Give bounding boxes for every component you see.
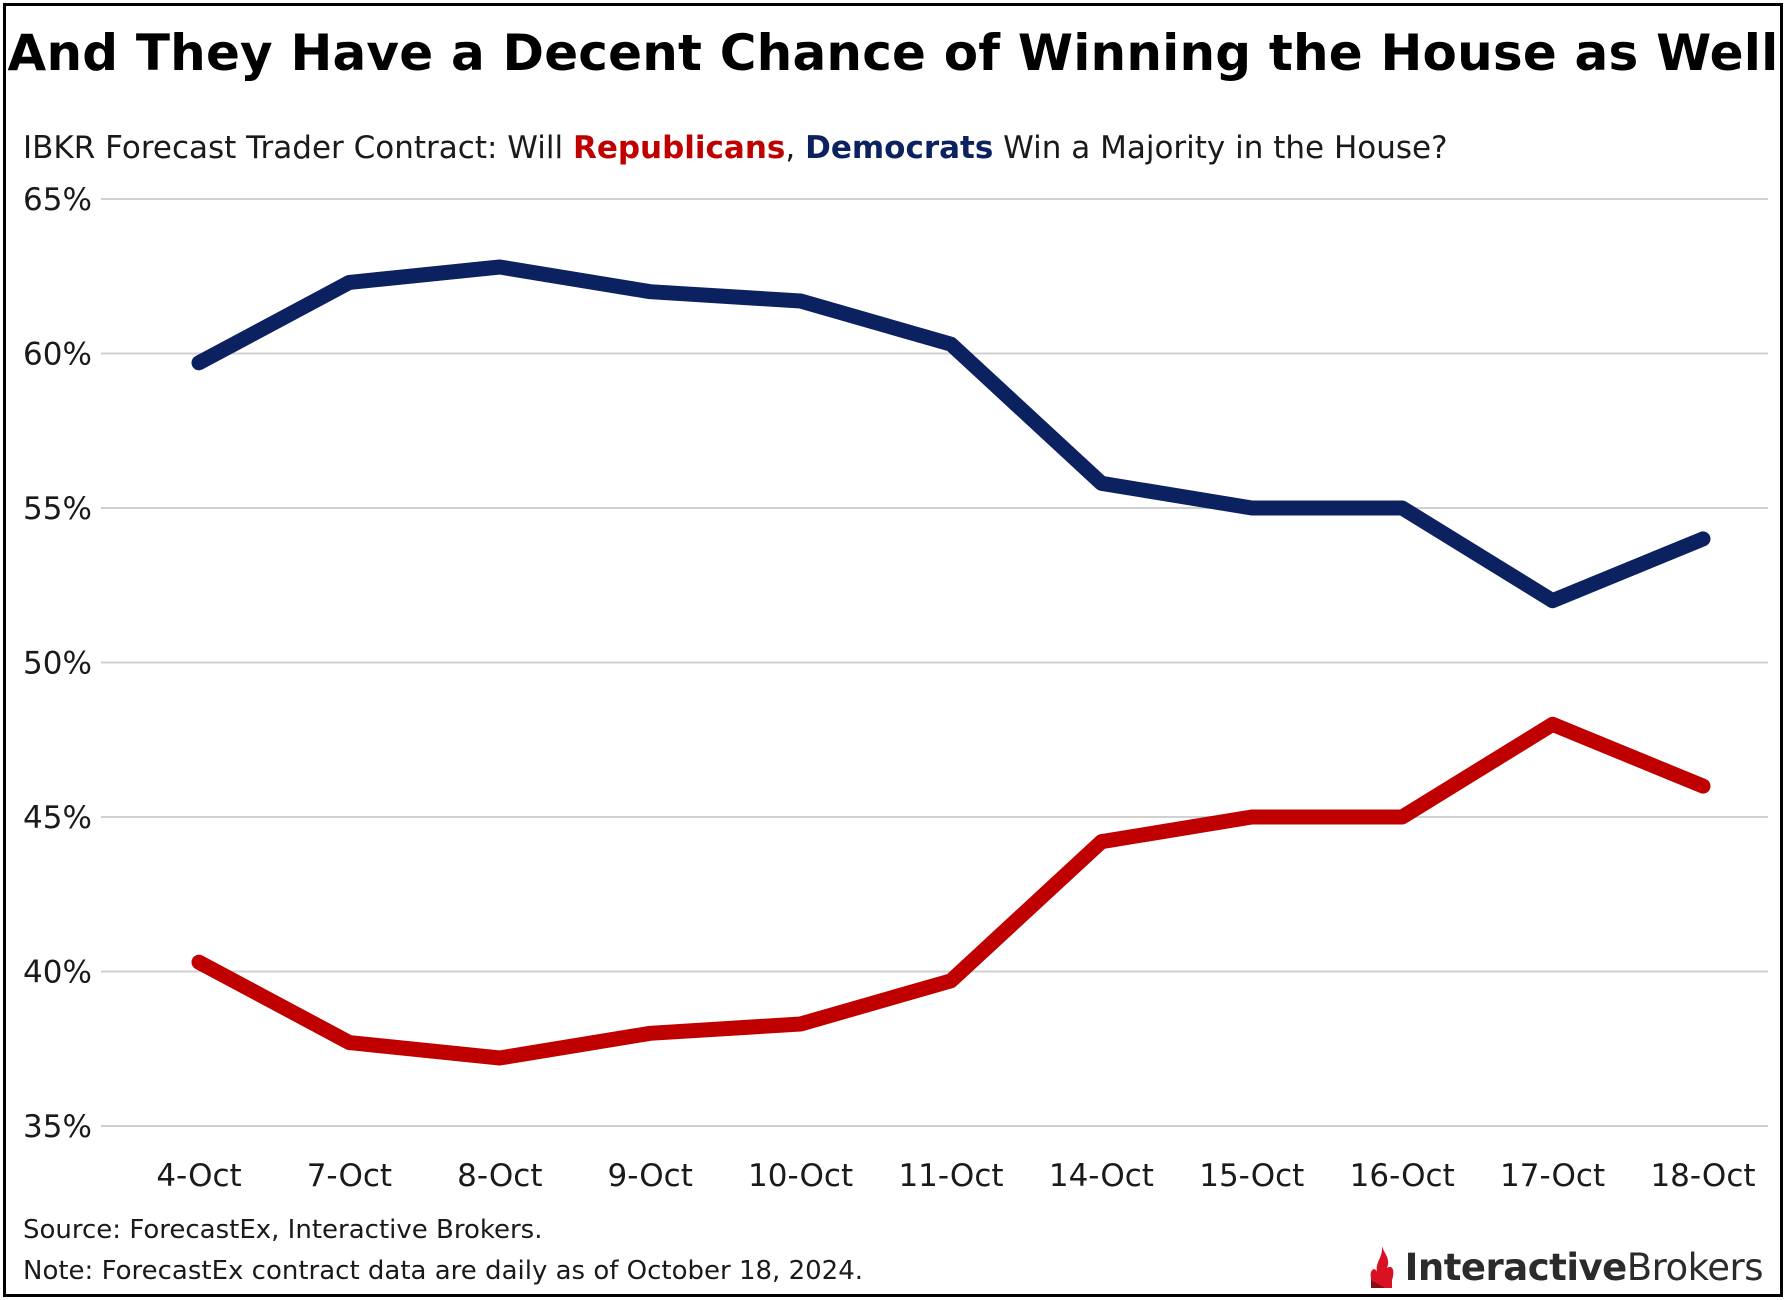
series-lines xyxy=(191,259,1711,1066)
chart-frame: And They Have a Decent Chance of Winning… xyxy=(3,3,1783,1297)
x-tick-label: 7-Oct xyxy=(307,1158,392,1194)
republicans-data-point xyxy=(496,1055,503,1062)
x-tick-label: 17-Oct xyxy=(1500,1158,1605,1194)
republicans-data-point xyxy=(647,1030,654,1037)
source-note: Source: ForecastEx, Interactive Brokers. xyxy=(23,1215,543,1245)
x-tick-label: 8-Oct xyxy=(457,1158,542,1194)
republicans-data-point xyxy=(346,1039,353,1046)
gridlines xyxy=(101,198,1768,1127)
logo-text-interactive: Interactive xyxy=(1404,1245,1628,1289)
subtitle-comma: , xyxy=(785,130,806,166)
republicans-data-point xyxy=(196,959,202,966)
chart-title: And They Have a Decent Chance of Winning… xyxy=(7,24,1779,82)
democrats-data-point xyxy=(346,279,353,286)
subtitle-democrats: Democrats xyxy=(805,130,994,166)
x-tick-label: 15-Oct xyxy=(1199,1158,1304,1194)
democrats-series-line xyxy=(191,259,1711,609)
democrats-data-point xyxy=(647,288,654,295)
subtitle-prefix: IBKR Forecast Trader Contract: Will xyxy=(23,130,573,166)
subtitle-republicans: Republicans xyxy=(572,130,786,166)
y-tick-label: 60% xyxy=(23,337,92,373)
republicans-data-point xyxy=(948,977,954,984)
chart-subtitle: IBKR Forecast Trader Contract: Will Repu… xyxy=(23,130,1448,166)
x-tick-label: 14-Oct xyxy=(1049,1158,1154,1194)
democrats-data-point xyxy=(1549,597,1556,604)
y-tick-label: 40% xyxy=(23,955,92,991)
y-tick-label: 65% xyxy=(23,182,92,218)
democrats-data-point xyxy=(196,359,202,366)
logo-text-brokers: Brokers xyxy=(1626,1245,1764,1289)
data-note: Note: ForecastEx contract data are daily… xyxy=(23,1256,864,1286)
y-tick-label: 45% xyxy=(23,800,92,836)
democrats-data-point xyxy=(797,297,804,304)
republicans-data-point xyxy=(1248,814,1255,820)
x-tick-label: 11-Oct xyxy=(898,1158,1003,1194)
democrats-data-point xyxy=(496,263,503,270)
y-tick-label: 55% xyxy=(23,491,92,527)
republicans-data-point xyxy=(797,1021,804,1028)
republicans-data-point xyxy=(1098,838,1105,845)
democrats-data-point xyxy=(1248,505,1255,511)
republicans-data-point xyxy=(1549,721,1556,728)
interactive-brokers-logo: InteractiveBrokers xyxy=(1365,1242,1764,1292)
x-axis-tick-labels: 4-Oct 7-Oct 8-Oct 9-Oct 10-Oct 11-Oct 14-Oct 15… xyxy=(156,1158,1755,1194)
democrats-data-point xyxy=(1098,480,1105,487)
republicans-data-point xyxy=(1399,814,1406,820)
y-axis-tick-labels: 35% 40% 45% 50% 55% 60% 65% xyxy=(23,182,92,1145)
x-tick-label: 4-Oct xyxy=(156,1158,241,1194)
x-tick-label: 16-Oct xyxy=(1350,1158,1455,1194)
x-tick-label: 18-Oct xyxy=(1650,1158,1755,1194)
y-tick-label: 35% xyxy=(23,1109,92,1145)
x-tick-label: 9-Oct xyxy=(608,1158,693,1194)
republicans-series-line xyxy=(191,716,1711,1066)
y-tick-label: 50% xyxy=(23,646,92,682)
line-chart: 35% 40% 45% 50% 55% 60% 65% 4-Oct 7-Oct 8-Oct 9-O… xyxy=(23,182,1768,1194)
subtitle-suffix: Win a Majority in the House? xyxy=(993,130,1448,166)
x-tick-label: 10-Oct xyxy=(748,1158,853,1194)
democrats-data-point xyxy=(1399,505,1406,511)
republicans-data-point xyxy=(1700,783,1706,790)
interactive-brokers-flame-icon xyxy=(1370,1246,1393,1288)
logo-text: InteractiveBrokers xyxy=(1404,1245,1764,1289)
democrats-data-point xyxy=(948,341,954,348)
democrats-data-point xyxy=(1700,535,1706,542)
